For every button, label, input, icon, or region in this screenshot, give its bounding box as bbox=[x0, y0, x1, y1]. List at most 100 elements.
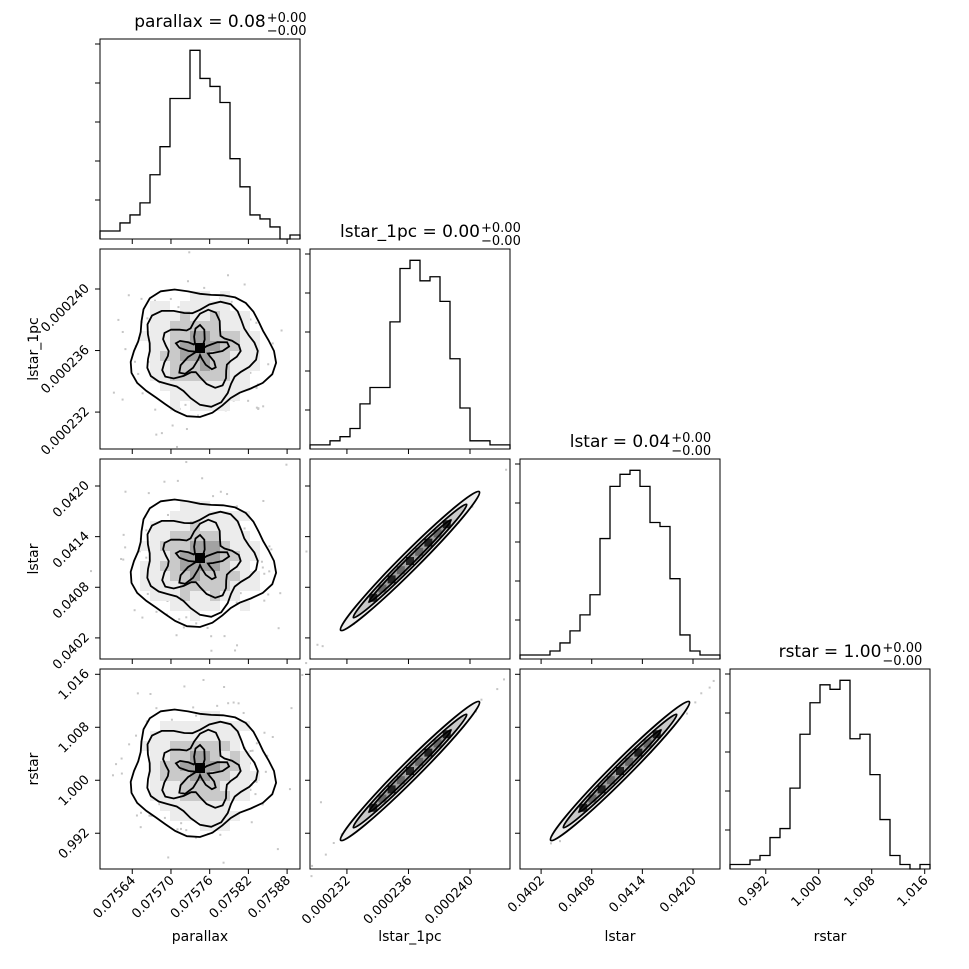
density-cell bbox=[625, 757, 634, 766]
scatter-point bbox=[180, 822, 183, 825]
scatter-point bbox=[135, 734, 138, 737]
scatter-point bbox=[249, 749, 252, 752]
density-cell bbox=[210, 561, 220, 571]
scatter-point bbox=[480, 698, 483, 701]
density-cell bbox=[190, 401, 200, 411]
density-cell bbox=[190, 321, 200, 331]
density-cell bbox=[378, 584, 387, 593]
density-cell bbox=[160, 751, 170, 761]
density-cell bbox=[170, 331, 180, 341]
density-cell bbox=[200, 581, 210, 591]
density-cell bbox=[396, 776, 405, 785]
scatter-point bbox=[264, 770, 267, 773]
density-cell bbox=[160, 741, 170, 751]
density-cell bbox=[150, 781, 160, 791]
scatter-point bbox=[234, 649, 237, 652]
contour-line bbox=[352, 713, 468, 829]
density-cell bbox=[230, 761, 240, 771]
scatter-point bbox=[146, 592, 149, 595]
scatter-point bbox=[175, 634, 178, 637]
density-cell bbox=[240, 541, 250, 551]
ytick-label: 0.0408 bbox=[50, 579, 93, 622]
scatter-point bbox=[249, 371, 252, 374]
density-cell bbox=[190, 531, 200, 541]
density-cell bbox=[160, 731, 170, 741]
density-cell bbox=[230, 591, 240, 601]
density-cell bbox=[170, 601, 180, 611]
scatter-point bbox=[332, 841, 335, 844]
xtick-label: 1.000 bbox=[789, 873, 826, 910]
density-cell bbox=[230, 731, 240, 741]
scatter-point bbox=[237, 702, 240, 705]
scatter-point bbox=[195, 622, 198, 625]
density-cell bbox=[160, 351, 170, 361]
density-cell bbox=[180, 391, 190, 401]
density-cell bbox=[150, 521, 160, 531]
density-cell bbox=[190, 731, 200, 741]
density-cell bbox=[240, 781, 250, 791]
density-cell bbox=[160, 781, 170, 791]
scatter-point bbox=[135, 814, 138, 817]
density-cell bbox=[160, 301, 170, 311]
density-cell bbox=[433, 739, 442, 748]
density-cell bbox=[200, 521, 210, 531]
density-cell bbox=[170, 551, 180, 561]
density-cell bbox=[190, 521, 200, 531]
scatter-point bbox=[124, 348, 127, 351]
density-cell bbox=[180, 801, 190, 811]
density-cell bbox=[240, 531, 250, 541]
density-cell bbox=[220, 781, 230, 791]
density-cell bbox=[240, 721, 250, 731]
density-cell bbox=[424, 538, 433, 547]
density-cell bbox=[210, 541, 220, 551]
density-cell bbox=[180, 601, 190, 611]
scatter-point bbox=[708, 686, 711, 689]
density-cell bbox=[220, 771, 230, 781]
density-cell bbox=[150, 321, 160, 331]
scatter-point bbox=[242, 711, 245, 714]
scatter-point bbox=[163, 816, 166, 819]
scatter-point bbox=[261, 566, 264, 569]
density-cell bbox=[442, 520, 451, 529]
scatter-point bbox=[121, 330, 124, 333]
scatter-point bbox=[120, 757, 123, 760]
scatter-point bbox=[167, 856, 170, 859]
axes-frame bbox=[99, 248, 301, 450]
scatter-point bbox=[250, 821, 253, 824]
density-cell bbox=[240, 561, 250, 571]
density-cell bbox=[180, 501, 190, 511]
xtick-label: 0.000236 bbox=[361, 873, 415, 927]
scatter-point bbox=[301, 673, 304, 676]
density-cell bbox=[210, 351, 220, 361]
scatter-point bbox=[266, 754, 269, 757]
xtick-label: 0.992 bbox=[736, 873, 773, 910]
scatter-point bbox=[243, 527, 246, 530]
density-cell bbox=[170, 811, 180, 821]
density-cell bbox=[190, 391, 200, 401]
axes-frame bbox=[519, 458, 721, 660]
density-cell bbox=[250, 581, 260, 591]
xtick-label: 0.000232 bbox=[299, 873, 353, 927]
scatter-point bbox=[279, 592, 282, 595]
density-cell bbox=[150, 341, 160, 351]
density-cell bbox=[200, 321, 210, 331]
density-cell bbox=[150, 531, 160, 541]
density-cell bbox=[200, 601, 210, 611]
density-cell bbox=[150, 581, 160, 591]
contour-line bbox=[161, 518, 242, 599]
density-cell bbox=[150, 311, 160, 321]
density-cell bbox=[200, 351, 210, 361]
scatter-point bbox=[206, 626, 209, 629]
scatter-point bbox=[255, 321, 258, 324]
scatter-point bbox=[149, 693, 152, 696]
ytick-label: 0.0414 bbox=[50, 529, 93, 572]
density-cell bbox=[406, 557, 414, 565]
density-cell bbox=[160, 801, 170, 811]
scatter-point bbox=[145, 529, 148, 532]
density-cell bbox=[180, 511, 190, 521]
density-cell bbox=[160, 321, 170, 331]
density-cell bbox=[220, 381, 230, 391]
scatter-point bbox=[700, 692, 703, 695]
density-cell bbox=[200, 291, 210, 301]
density-cell bbox=[160, 531, 170, 541]
